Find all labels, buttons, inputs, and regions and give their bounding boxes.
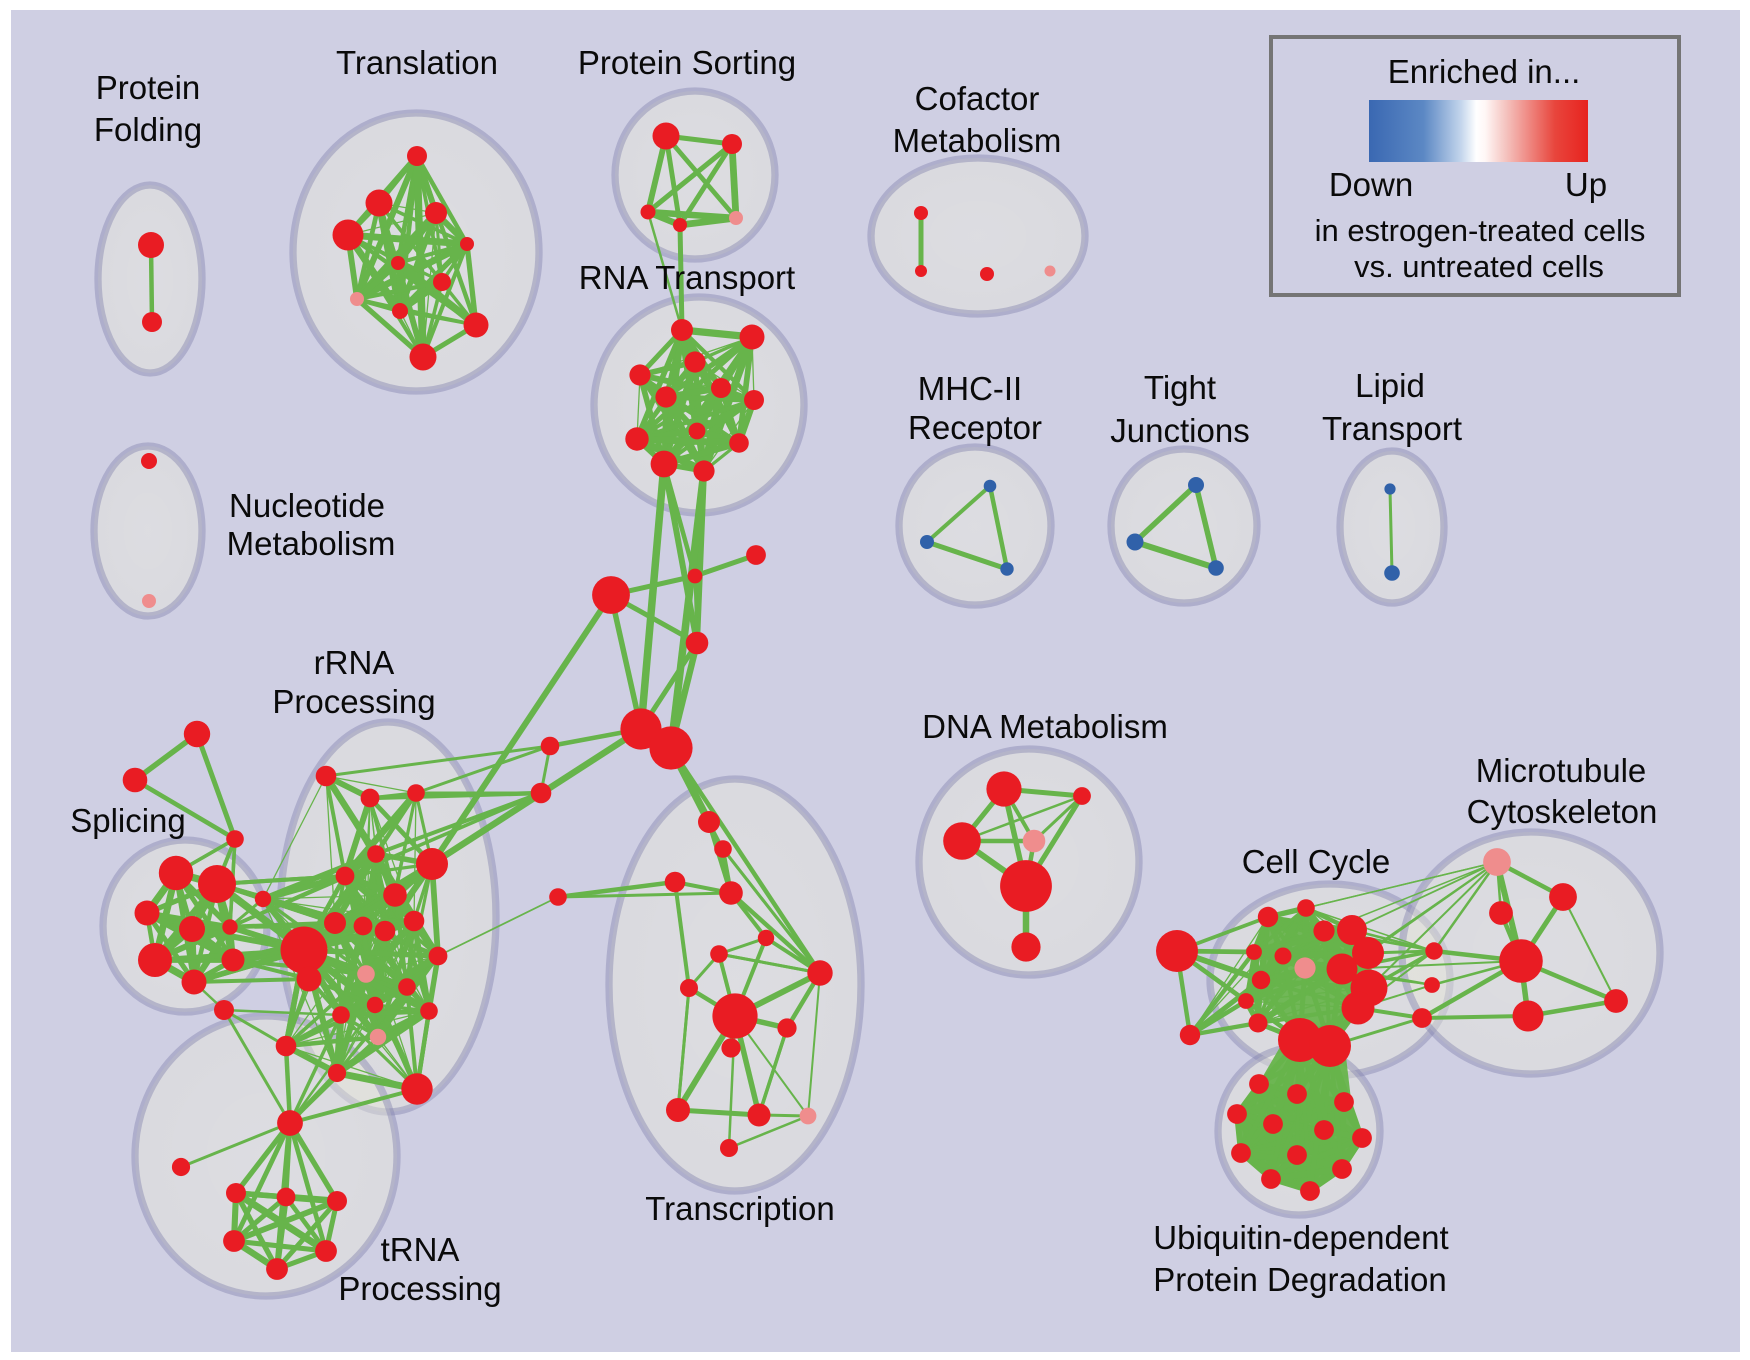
svg-text:MHC-II: MHC-II xyxy=(918,370,1022,407)
svg-text:Enriched in...: Enriched in... xyxy=(1388,53,1581,90)
svg-text:Lipid: Lipid xyxy=(1355,367,1425,404)
svg-text:Microtubule: Microtubule xyxy=(1476,752,1647,789)
svg-text:Junctions: Junctions xyxy=(1110,412,1249,449)
svg-text:vs. untreated cells: vs. untreated cells xyxy=(1354,249,1604,284)
svg-text:Down: Down xyxy=(1329,166,1413,203)
svg-text:Up: Up xyxy=(1565,166,1607,203)
svg-text:Protein Degradation: Protein Degradation xyxy=(1153,1261,1447,1298)
svg-text:Processing: Processing xyxy=(338,1270,501,1307)
svg-text:RNA Transport: RNA Transport xyxy=(579,259,795,296)
svg-text:Cell Cycle: Cell Cycle xyxy=(1242,843,1391,880)
svg-text:Metabolism: Metabolism xyxy=(893,122,1062,159)
svg-text:Ubiquitin-dependent: Ubiquitin-dependent xyxy=(1153,1219,1448,1256)
svg-text:rRNA: rRNA xyxy=(314,644,395,681)
svg-text:tRNA: tRNA xyxy=(381,1231,460,1268)
svg-text:Cofactor: Cofactor xyxy=(915,80,1040,117)
svg-text:Translation: Translation xyxy=(336,44,498,81)
svg-text:Tight: Tight xyxy=(1144,369,1216,406)
svg-text:Nucleotide: Nucleotide xyxy=(229,487,385,524)
svg-text:Cytoskeleton: Cytoskeleton xyxy=(1467,793,1658,830)
svg-text:Receptor: Receptor xyxy=(908,409,1042,446)
svg-text:Protein: Protein xyxy=(96,69,201,106)
svg-text:Metabolism: Metabolism xyxy=(227,525,396,562)
svg-text:Folding: Folding xyxy=(94,111,202,148)
svg-text:in estrogen-treated cells: in estrogen-treated cells xyxy=(1315,213,1646,248)
svg-text:Transcription: Transcription xyxy=(645,1190,835,1227)
svg-text:Protein Sorting: Protein Sorting xyxy=(578,44,796,81)
svg-text:Transport: Transport xyxy=(1322,410,1462,447)
svg-text:Processing: Processing xyxy=(272,683,435,720)
svg-text:DNA Metabolism: DNA Metabolism xyxy=(922,708,1168,745)
svg-text:Splicing: Splicing xyxy=(70,802,186,839)
